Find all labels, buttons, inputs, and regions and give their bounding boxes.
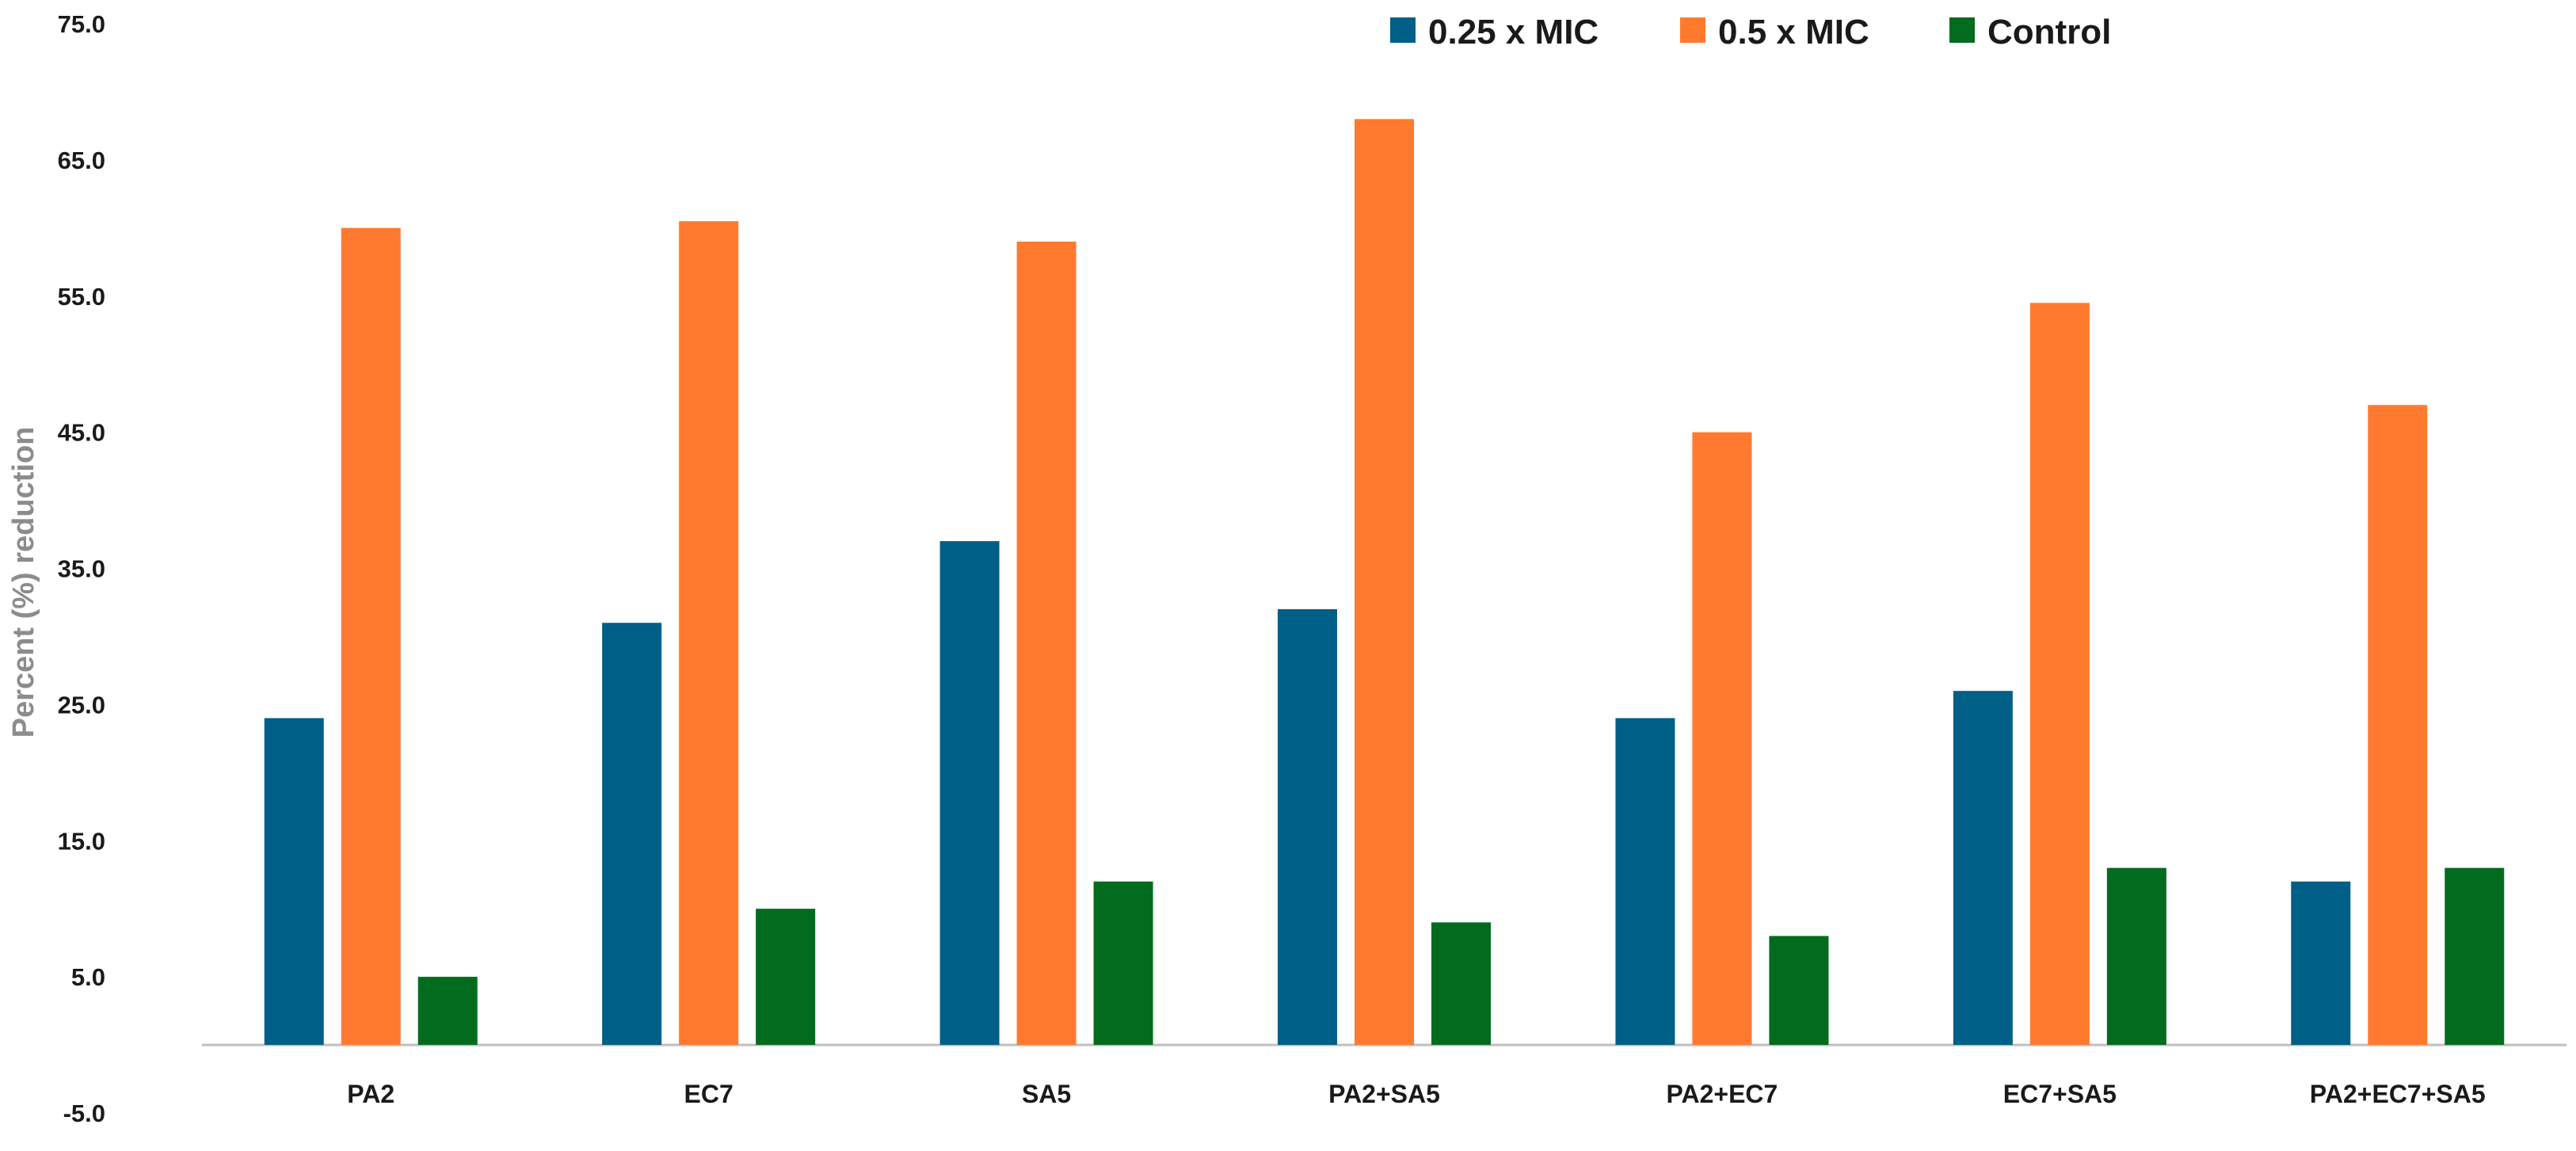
bar-quarter-mic [264, 718, 324, 1046]
legend-swatch [1949, 17, 1975, 43]
x-category-label: PA2 [347, 1080, 394, 1108]
bar-half-mic [1692, 432, 1752, 1046]
y-axis-title: Percent (%) reduction [7, 427, 40, 738]
x-category-label: EC7+SA5 [2003, 1080, 2117, 1108]
legend-label: 0.5 x MIC [1718, 13, 1869, 51]
y-tick-label: 15.0 [58, 827, 105, 855]
bar-quarter-mic [1615, 718, 1675, 1046]
bar-control [2445, 867, 2505, 1046]
x-category-label: SA5 [1022, 1080, 1071, 1108]
y-axis-ticks: 75.0 65.0 55.0 45.0 35.0 25.0 15.0 5.0 -5.0 [58, 10, 105, 1127]
y-tick-label: -5.0 [63, 1100, 105, 1127]
x-category-label: EC7 [684, 1080, 734, 1108]
bar-quarter-mic [1953, 691, 2013, 1046]
bar-control [1431, 922, 1491, 1046]
bar-quarter-mic [1278, 609, 1337, 1046]
bar-half-mic [1355, 119, 1414, 1046]
legend[interactable]: 0.25 x MIC 0.5 x MIC Control [1390, 13, 2111, 51]
bars-group [264, 119, 2505, 1046]
y-tick-label: 35.0 [58, 555, 105, 583]
x-category-label: PA2+EC7 [1667, 1080, 1778, 1108]
bar-control [756, 909, 816, 1046]
bar-control [417, 977, 478, 1046]
bar-half-mic [1016, 242, 1077, 1046]
bar-half-mic [2029, 303, 2090, 1046]
x-category-label: PA2+SA5 [1328, 1080, 1440, 1108]
bar-quarter-mic [2291, 881, 2351, 1046]
bar-half-mic [341, 227, 401, 1046]
bar-half-mic [2368, 405, 2428, 1046]
y-tick-label: 55.0 [58, 283, 105, 311]
legend-swatch [1680, 17, 1705, 43]
y-tick-label: 25.0 [58, 691, 105, 718]
y-tick-label: 65.0 [58, 147, 105, 174]
bar-half-mic [679, 221, 739, 1046]
bar-quarter-mic [602, 623, 662, 1046]
bar-control [2106, 867, 2166, 1046]
legend-swatch [1390, 17, 1416, 43]
legend-label: 0.25 x MIC [1428, 13, 1599, 51]
bar-control [1769, 936, 1829, 1046]
y-tick-label: 75.0 [58, 10, 105, 38]
y-tick-label: 5.0 [71, 963, 105, 991]
x-category-label: PA2+EC7+SA5 [2310, 1080, 2486, 1108]
legend-label: Control [1987, 13, 2111, 51]
bar-control [1093, 881, 1153, 1046]
y-tick-label: 45.0 [58, 419, 105, 447]
category-labels: PA2 EC7 SA5 PA2+SA5 PA2+EC7 EC7+SA5 PA2+EC7+SA… [347, 1080, 2485, 1108]
bar-quarter-mic [939, 541, 1000, 1046]
